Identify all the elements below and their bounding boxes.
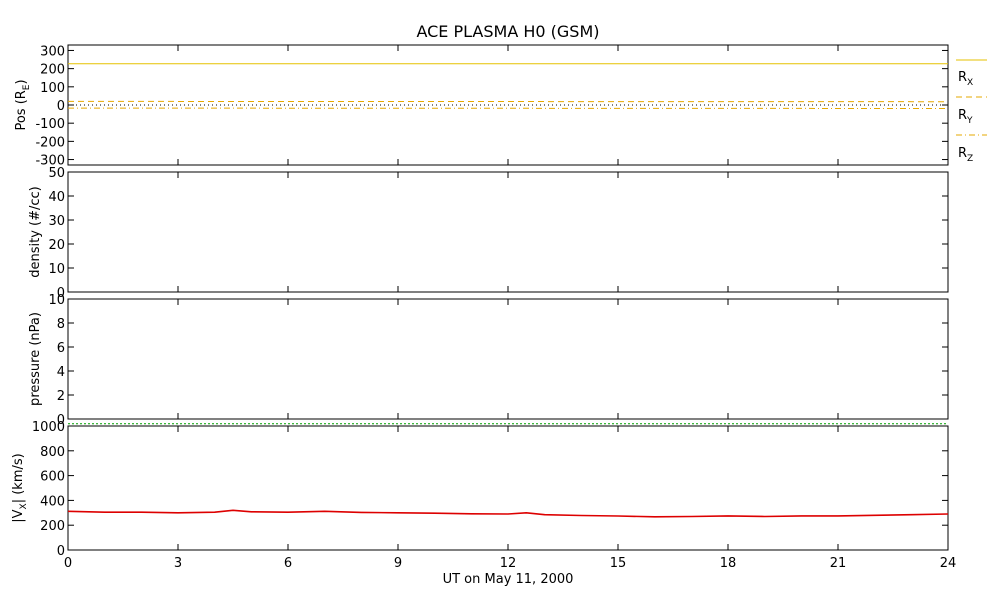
x-tick-label: 24 <box>940 556 957 571</box>
density-panel-frame <box>68 172 948 292</box>
y-tick-label: 600 <box>40 470 65 485</box>
y-tick-label: 40 <box>48 190 65 205</box>
velocity-ylabel: |VX| (km/s) <box>11 453 29 522</box>
y-tick-label: 20 <box>48 238 65 253</box>
y-tick-label: 50 <box>48 166 65 181</box>
y-tick-label: 8 <box>57 317 65 332</box>
x-tick-label: 0 <box>64 556 72 571</box>
chart-marks: 3002001000-100-200-300504030201001086420… <box>32 44 956 571</box>
position-legend: RX RY RZ <box>956 60 987 164</box>
velocity-panel-frame <box>68 426 948 550</box>
x-tick-label: 21 <box>830 556 847 571</box>
x-tick-label: 18 <box>720 556 737 571</box>
x-tick-label: 6 <box>284 556 292 571</box>
legend-label-rx: RX <box>958 70 973 88</box>
y-tick-label: 10 <box>48 293 65 308</box>
y-tick-label: 10 <box>48 262 65 277</box>
y-tick-label: -200 <box>35 135 65 150</box>
y-tick-label: 0 <box>57 99 65 114</box>
y-tick-label: 300 <box>40 44 65 59</box>
legend-label-ry: RY <box>958 108 973 126</box>
y-tick-label: 400 <box>40 494 65 509</box>
y-tick-label: 100 <box>40 81 65 96</box>
density-ylabel: density (#/cc) <box>28 186 43 278</box>
y-tick-label: 800 <box>40 445 65 460</box>
pressure-panel-frame <box>68 299 948 419</box>
y-tick-label: 1000 <box>32 420 65 435</box>
y-tick-label: 6 <box>57 341 65 356</box>
y-tick-label: 4 <box>57 365 65 380</box>
y-tick-label: -100 <box>35 117 65 132</box>
legend-label-rz: RZ <box>958 146 973 164</box>
chart-title: ACE PLASMA H0 (GSM) <box>416 22 599 41</box>
x-tick-label: 3 <box>174 556 182 571</box>
y-tick-label: 30 <box>48 214 65 229</box>
x-axis-label: UT on May 11, 2000 <box>443 572 574 587</box>
y-tick-label: 2 <box>57 389 65 404</box>
pressure-ylabel: pressure (nPa) <box>28 312 43 406</box>
x-tick-label: 12 <box>500 556 517 571</box>
x-tick-label: 15 <box>610 556 627 571</box>
y-tick-label: 200 <box>40 519 65 534</box>
x-tick-label: 9 <box>394 556 402 571</box>
series-line-3-0 <box>68 510 948 517</box>
position-ylabel: Pos (RE) <box>14 79 32 130</box>
y-tick-label: 200 <box>40 63 65 78</box>
